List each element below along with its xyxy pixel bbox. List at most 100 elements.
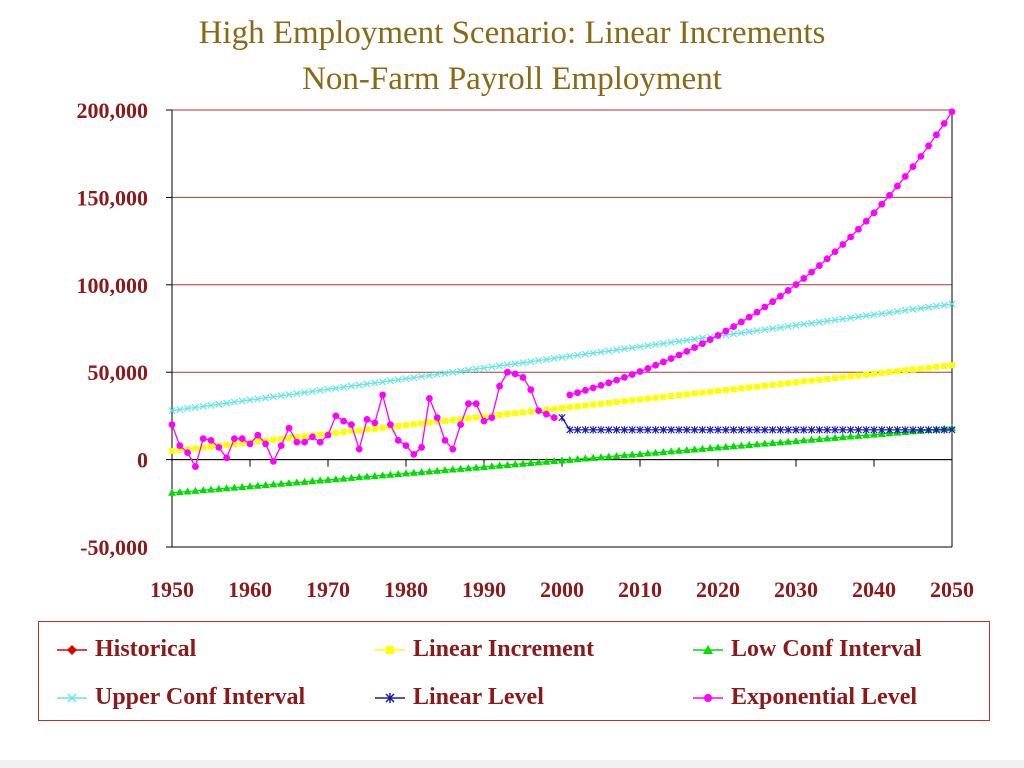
data-point (417, 372, 426, 381)
data-point (660, 358, 667, 366)
data-point (434, 418, 441, 425)
data-point (675, 351, 683, 359)
data-point (285, 424, 293, 432)
data-point (582, 402, 589, 409)
data-point (793, 379, 799, 386)
data-point (722, 387, 729, 394)
data-point (737, 329, 746, 337)
data-point (472, 365, 480, 373)
data-point (293, 434, 300, 441)
legend-item-low-conf-interval: Low Conf Interval (693, 636, 922, 663)
data-point (559, 405, 565, 412)
data-point (534, 458, 543, 466)
data-point (730, 426, 738, 434)
data-point (729, 330, 738, 338)
data-point (370, 471, 379, 479)
data-point (598, 400, 604, 407)
data-point (409, 468, 418, 476)
series-historical (168, 368, 558, 470)
data-point (690, 335, 699, 343)
data-point (932, 302, 941, 310)
data-point (846, 314, 855, 322)
data-point (738, 318, 745, 326)
data-point (488, 363, 496, 371)
y-tick-label: 150,000 (77, 185, 149, 210)
data-point (340, 417, 347, 425)
data-point (652, 361, 659, 369)
data-point (628, 371, 636, 378)
x-tick-label: 2030 (774, 577, 818, 602)
data-point (331, 475, 340, 483)
data-point (519, 374, 527, 381)
data-point (862, 426, 870, 434)
data-point (292, 478, 301, 486)
data-point (761, 325, 769, 334)
data-point (402, 469, 410, 477)
data-point (659, 448, 668, 456)
data-point (277, 442, 285, 450)
data-point (278, 435, 285, 442)
data-point (870, 311, 878, 319)
data-point (176, 447, 183, 454)
data-point (816, 262, 823, 269)
data-point (254, 438, 261, 445)
data-point (449, 445, 457, 453)
data-point (441, 466, 449, 474)
x-tick-label: 2010 (618, 577, 662, 602)
data-point (878, 426, 886, 434)
data-point (402, 375, 410, 383)
data-point (940, 120, 948, 127)
data-point (636, 426, 644, 434)
data-point (542, 457, 551, 465)
data-point (808, 268, 815, 276)
bottom-bar (0, 760, 1024, 768)
data-point (644, 395, 651, 402)
data-point (207, 485, 215, 493)
data-point (676, 392, 682, 399)
data-point (854, 313, 863, 321)
data-point (924, 303, 933, 311)
data-point (566, 404, 573, 411)
data-point (464, 464, 473, 472)
data-point (199, 486, 208, 494)
data-point (527, 357, 535, 366)
data-point (449, 368, 457, 376)
data-point (613, 426, 621, 434)
data-point (652, 394, 659, 401)
data-point (823, 317, 831, 325)
data-point (659, 426, 667, 434)
data-point (574, 389, 581, 397)
data-point (339, 474, 348, 482)
data-point (527, 386, 535, 394)
data-point (457, 416, 464, 423)
data-point (581, 454, 590, 462)
data-point (800, 275, 808, 282)
data-point (870, 430, 878, 438)
data-point (286, 435, 292, 442)
data-point (504, 411, 511, 418)
data-point (808, 377, 815, 384)
data-point (300, 477, 309, 485)
data-point (612, 451, 621, 459)
data-point (706, 426, 714, 434)
data-point (753, 426, 761, 434)
data-point (308, 387, 317, 396)
series-linear-level (558, 413, 956, 434)
data-point (581, 426, 589, 434)
data-point (698, 334, 707, 342)
data-point (184, 449, 192, 457)
data-point (301, 433, 308, 440)
data-point (730, 323, 737, 330)
data-point (183, 404, 192, 413)
data-point (496, 411, 503, 418)
data-point (706, 444, 715, 452)
data-point (940, 426, 948, 434)
data-point (285, 391, 293, 399)
data-point (613, 376, 620, 384)
data-point (542, 355, 551, 364)
legend-label: Historical (95, 636, 197, 662)
chart-subtitle: Non-Farm Payroll Employment (302, 61, 722, 97)
data-point (682, 446, 691, 454)
data-point (839, 241, 847, 248)
y-tick-label: 100,000 (77, 273, 149, 298)
